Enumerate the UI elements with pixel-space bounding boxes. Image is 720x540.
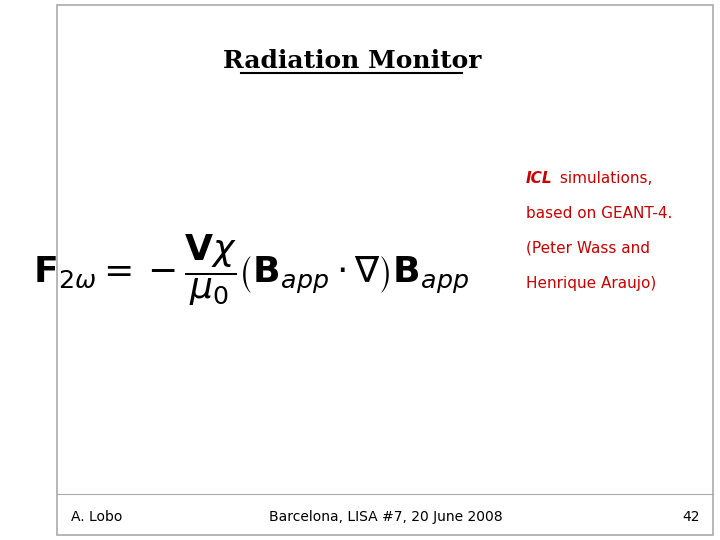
Text: A. Lobo: A. Lobo xyxy=(71,510,122,524)
Text: ICL: ICL xyxy=(526,171,552,186)
Text: Radiation Monitor: Radiation Monitor xyxy=(222,49,481,72)
Text: Barcelona, LISA #7, 20 June 2008: Barcelona, LISA #7, 20 June 2008 xyxy=(269,510,502,524)
Text: $\mathbf{F}_{2\omega} = -\dfrac{\mathbf{V}\chi}{\mu_0}\left(\mathbf{B}_{app}\cdo: $\mathbf{F}_{2\omega} = -\dfrac{\mathbf{… xyxy=(33,232,469,308)
Text: 42: 42 xyxy=(683,510,700,524)
Text: (Peter Wass and: (Peter Wass and xyxy=(526,241,650,256)
Text: Henrique Araujo): Henrique Araujo) xyxy=(526,276,656,291)
Text: based on GEANT-4.: based on GEANT-4. xyxy=(526,206,672,221)
Text: simulations,: simulations, xyxy=(555,171,653,186)
